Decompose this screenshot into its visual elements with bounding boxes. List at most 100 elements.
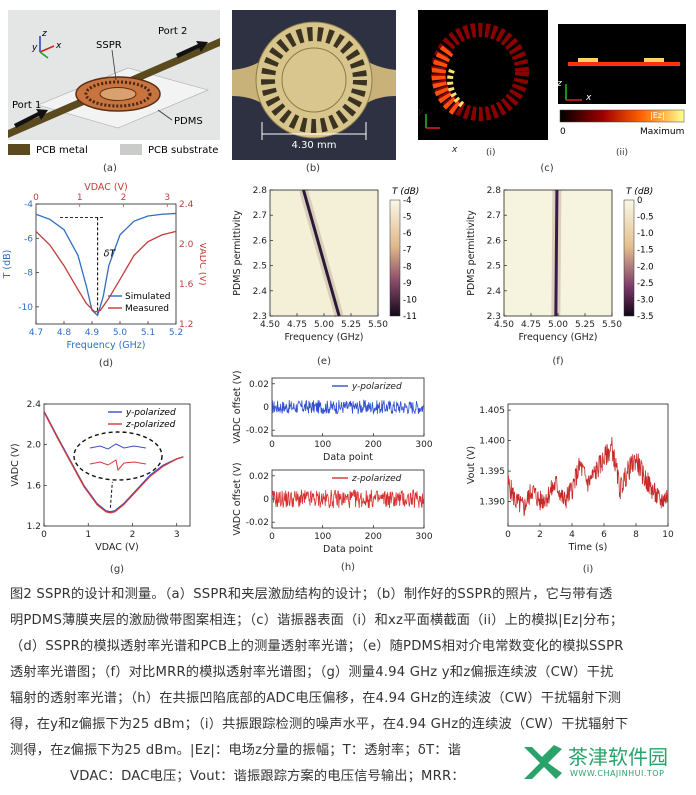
x-tick-label: 5.25	[575, 320, 595, 330]
top-axis-label: VDAC (V)	[84, 182, 128, 193]
y-axis-label: T (dB)	[2, 250, 13, 280]
figure-caption: 图2 SSPR的设计和测量。（a）SSPR和夹层激励结构的设计；（b）制作好的S…	[10, 582, 686, 790]
colorbar-tick-label: -8	[403, 262, 411, 272]
top-tick-label: 1	[77, 193, 83, 203]
legend-label: Measured	[125, 304, 169, 314]
y-axis-label: VADC offset (V)	[232, 462, 243, 535]
colorbar-tick-label: -5	[403, 213, 411, 223]
x-tick-label: 300	[415, 532, 432, 542]
field-colorbar	[559, 109, 685, 123]
panel-a-diagram: z y x SSPR Port 1 Port 2 PDMS PCB metal …	[8, 10, 220, 156]
colorbar	[623, 199, 635, 317]
y-tick-label: 2.5	[487, 262, 501, 272]
legend-label: Simulated	[125, 292, 170, 302]
c-sub-ii: (ii)	[616, 148, 628, 158]
legend-metal-label: PCB metal	[36, 145, 88, 156]
chart-d: 4.7 4.8 4.9 5.0 5.1 5.2 -4 -6 -8 -10 Frequency (GH…	[2, 182, 206, 369]
sublabel-f: (f)	[552, 356, 563, 367]
top-tick-label: 0	[33, 193, 39, 203]
zoom-pointer	[109, 481, 113, 508]
plot-frame	[35, 203, 177, 325]
colorbar-title: T (dB)	[626, 187, 653, 197]
axis-y-label: y	[31, 43, 38, 53]
x-axis-label: Data point	[323, 452, 373, 463]
x-tick-label: 4.50	[260, 320, 280, 330]
x-tick-label: 4.75	[287, 320, 307, 330]
x-axis-label: Frequency (GHz)	[518, 332, 597, 343]
y-tick-label: 2.0	[27, 441, 42, 451]
y-axis-label: PDMS permittivity	[466, 210, 477, 296]
x-tick-label: 4.7	[29, 328, 43, 338]
watermark-brand: 茶津软件园	[568, 745, 668, 769]
right-tick-label: 2.0	[179, 240, 194, 250]
sublabel-i: (i)	[583, 564, 594, 575]
y-axis-label: Vout (V)	[466, 446, 477, 484]
series-line-measured	[35, 230, 177, 313]
legend-swatch-substrate	[120, 144, 142, 155]
y-tick-label: 1.390	[479, 498, 505, 508]
sublabel-d: (d)	[99, 358, 113, 369]
x-tick-label: 5.25	[341, 320, 361, 330]
series-line-simulated	[35, 212, 177, 317]
y-tick-label: -8	[24, 269, 33, 279]
legend-label: y-polarized	[125, 408, 176, 418]
plot-frame	[43, 403, 191, 527]
zoom-inset-y	[89, 443, 147, 450]
scale-text: 4.30 mm	[292, 140, 337, 151]
caption-line: 得，在y和z偏振下为25 dBm；（i）共振跟踪检测的噪声水平，在4.94 GH…	[10, 717, 629, 732]
axis-x-label: x	[55, 41, 62, 51]
colorbar-tick-label: -0.5	[637, 213, 654, 223]
zoom-inset-ellipse	[73, 431, 163, 481]
colorbar-tick-label: -11	[403, 312, 417, 322]
caption-line: 透射率光谱图；（f）对比MRR的模拟透射率光谱图；（g）测量4.94 GHz y…	[10, 665, 614, 680]
y-tick-label: 1.2	[27, 522, 41, 532]
x-tick-label: 3	[174, 530, 180, 540]
y-tick-label: -10	[18, 303, 33, 313]
watermark-logo-icon	[524, 745, 562, 779]
y-tick-label: 2.8	[253, 186, 268, 196]
chart-i: 0 2 4 6 8 10 1.405 1.400 1.395 1.390 Time (s) Vout …	[466, 403, 674, 575]
legend-swatch-metal	[8, 144, 30, 155]
x-axis-label: VDAC (V)	[95, 542, 139, 553]
port1-label: Port 1	[12, 100, 41, 111]
x-axis-label: Frequency (GHz)	[284, 332, 363, 343]
colorbar-tick-label: -2.0	[637, 262, 654, 272]
x-tick-label: 5.00	[548, 320, 568, 330]
sublabel-h: (h)	[341, 562, 355, 573]
colorbar-title: |Ez|	[650, 111, 665, 120]
axis-z-label: z	[41, 29, 47, 39]
colorbar-tick-label: 0	[637, 196, 642, 206]
x-tick-label: 0	[505, 530, 511, 540]
caption-line: 图2 SSPR的设计和测量。（a）SSPR和夹层激励结构的设计；（b）制作好的S…	[10, 587, 613, 602]
c-ii-axis-z: z	[556, 79, 562, 89]
y-tick-label: 2.7	[253, 211, 267, 221]
colorbar	[389, 199, 401, 317]
y-tick-label: 2.4	[253, 287, 268, 297]
x-tick-label: 5.1	[141, 328, 155, 338]
y-tick-label: 2.5	[253, 262, 267, 272]
y-tick-label: 1.400	[479, 437, 505, 447]
delta-t-label: δT	[104, 248, 117, 259]
y-tick-label: 0	[263, 403, 269, 413]
y-tick-label: 1.405	[479, 406, 505, 416]
x-tick-label: 8	[633, 530, 639, 540]
c-ii-axis-x: x	[585, 93, 592, 103]
caption-line: 明PDMS薄膜夹层的激励微带图案相连；（c）谐振器表面（i）和xz平面横截面（i…	[10, 613, 624, 628]
chart-e: 4.50 4.75 5.00 5.25 5.50 2.8 2.7 2.6 2.5 2.4 2.3 Fr…	[232, 186, 419, 367]
x-tick-label: 4	[569, 530, 575, 540]
y-tick-label: 2.3	[253, 312, 267, 322]
colorbar-tick-label: -9	[403, 279, 411, 289]
colorbar-tick-label: -3.0	[637, 295, 654, 305]
c-sub-i: (i)	[486, 148, 496, 158]
y-axis-label: VADC (V)	[10, 443, 21, 486]
plot-frame	[507, 403, 669, 527]
sublabel-g: (g)	[110, 564, 124, 575]
colorbar-title: T (dB)	[392, 187, 419, 197]
colorbar-min: 0	[560, 127, 566, 137]
x-tick-label: 1	[85, 530, 91, 540]
caption-line: （d）SSPR的模拟透射率光谱和PCB上的测量透射率光谱；（e）随PDMS相对介…	[10, 639, 624, 654]
series-line-y-polarized	[271, 399, 424, 416]
y-tick-label: 2.4	[487, 287, 502, 297]
